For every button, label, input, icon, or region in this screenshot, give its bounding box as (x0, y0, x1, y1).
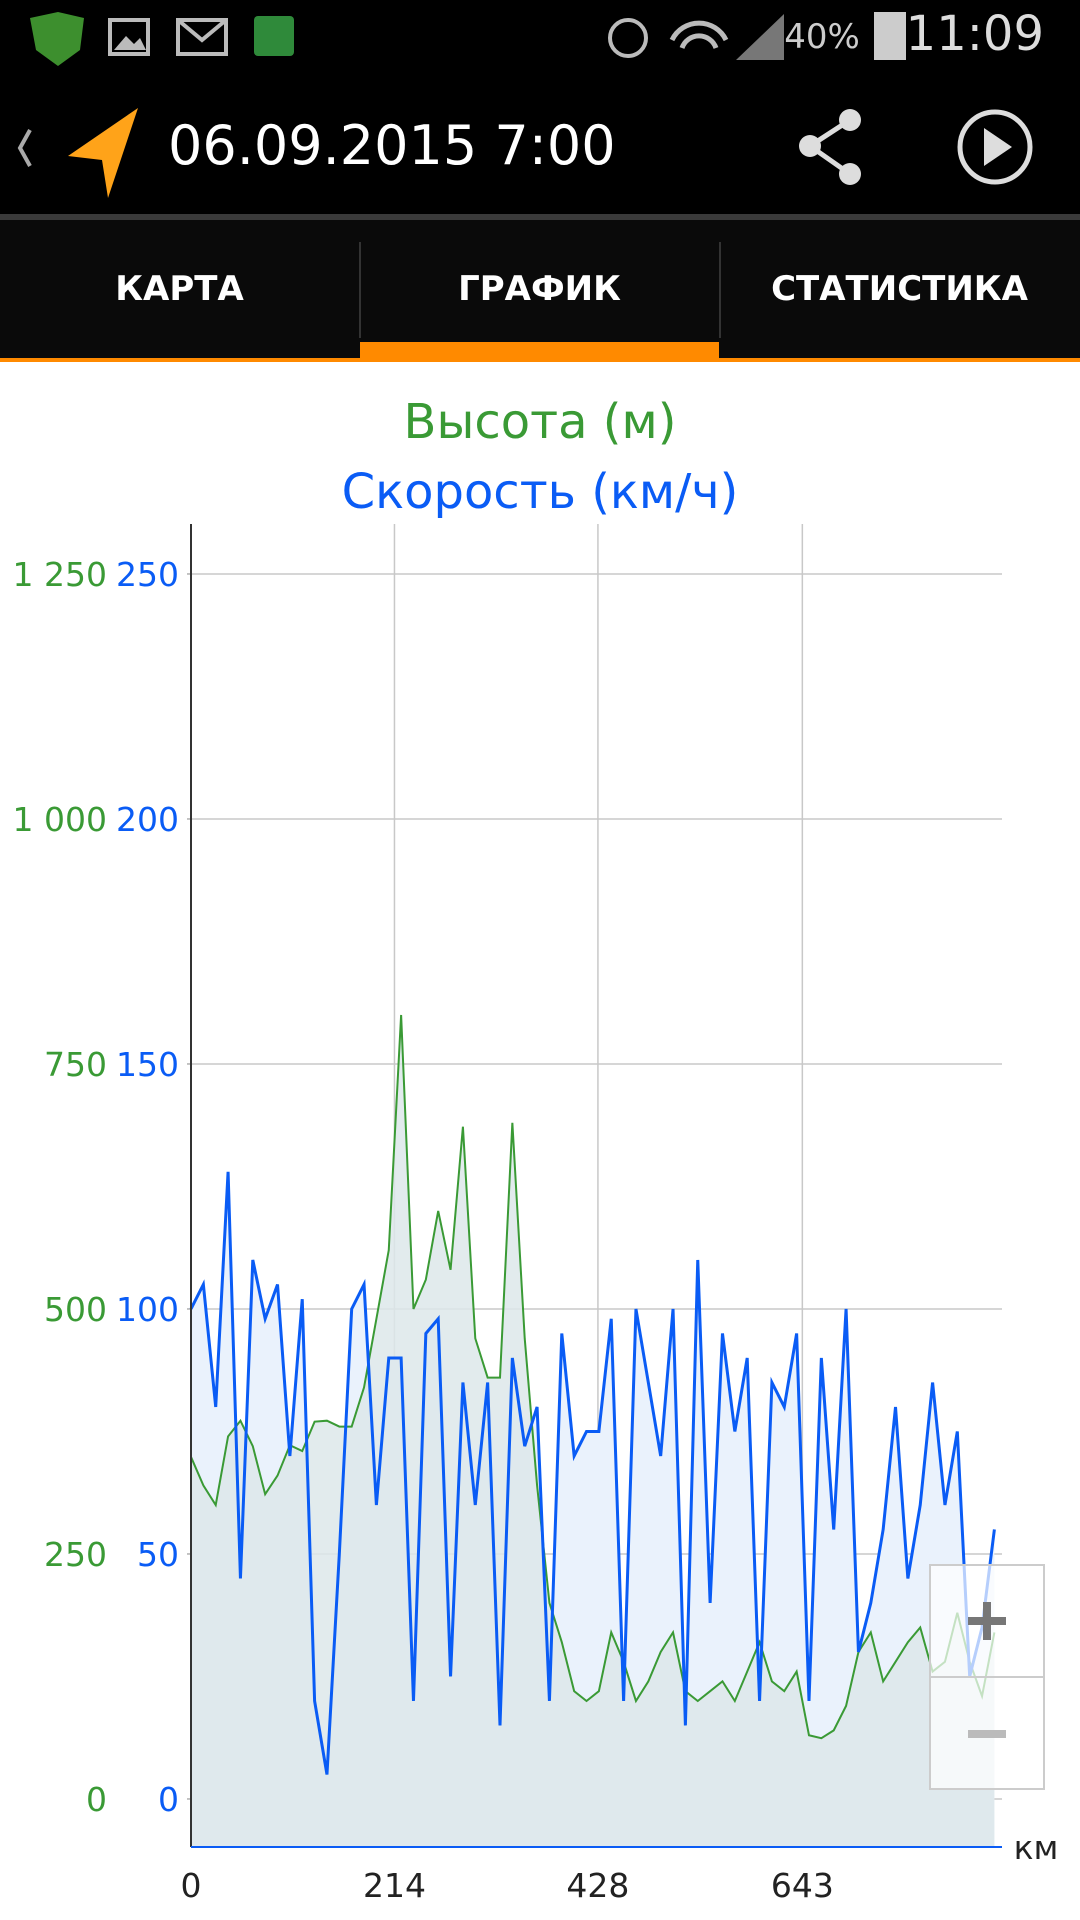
x-tick-label: 0 (181, 1866, 202, 1905)
icon-shield (30, 12, 84, 66)
x-tick-label: 214 (363, 1866, 426, 1905)
clock: 11:09 (906, 6, 1044, 62)
icon-app (254, 16, 294, 56)
icon-alarm (608, 18, 648, 58)
icon-battery (874, 12, 906, 60)
toolbar-title: 06.09.2015 7:00 (168, 114, 616, 177)
y2-tick-label: 150 (116, 1045, 179, 1084)
y-tick-label: 1 250 (13, 555, 107, 594)
x-tick-label: 428 (566, 1866, 629, 1905)
x-tick-label: 643 (771, 1866, 834, 1905)
tab[interactable]: КАРТА (115, 269, 244, 309)
toolbar: 06.09.2015 7:00 (0, 86, 1080, 220)
app-logo (68, 108, 138, 198)
icon-mail-flap (176, 18, 228, 43)
tab-active[interactable]: ГРАФИК (360, 220, 719, 358)
tab[interactable]: СТАТИСТИКА (771, 269, 1028, 309)
tab-separator (719, 242, 721, 338)
zoom-controls (929, 1564, 1045, 1790)
status-bar: 40% 11:09 (0, 0, 1080, 86)
y-tick-label: 0 (86, 1780, 107, 1819)
tab-bar: КАРТА ГРАФИК СТАТИСТИКА (0, 220, 1080, 362)
battery-level: 40% (784, 17, 860, 57)
series-title: Скорость (км/ч) (342, 464, 739, 520)
icon-mail (176, 18, 228, 56)
back-button[interactable] (17, 129, 32, 167)
zoom-in-icon (968, 1602, 1006, 1640)
share-button[interactable] (799, 109, 861, 185)
x-axis-label: км (1014, 1828, 1059, 1867)
y-tick-label: 1 000 (13, 800, 107, 839)
icon-gallery (108, 18, 150, 56)
y2-tick-label: 250 (116, 555, 179, 594)
tab-separator (359, 242, 361, 338)
series-line (189, 1171, 996, 1775)
y-tick-label: 500 (44, 1290, 107, 1329)
y2-tick-label: 100 (116, 1290, 179, 1329)
play-button[interactable] (957, 109, 1033, 185)
icon-gallery-inner (114, 36, 146, 50)
series-area (191, 1014, 995, 1847)
y2-tick-label: 0 (158, 1780, 179, 1819)
status-icons: 40% 11:09 (30, 6, 1044, 66)
icon-signal (736, 14, 784, 60)
series-title: Высота (м) (404, 394, 677, 450)
y-tick-label: 250 (44, 1535, 107, 1574)
chart: Высота (м) Скорость (км/ч) 0 214 428 643 0 250 5… (13, 394, 1059, 1905)
y2-tick-label: 50 (137, 1535, 179, 1574)
toolbar-content: 06.09.2015 7:00 (17, 108, 1033, 198)
y-tick-label: 750 (44, 1045, 107, 1084)
y2-tick-label: 200 (116, 800, 179, 839)
icon-wifi (669, 20, 729, 50)
